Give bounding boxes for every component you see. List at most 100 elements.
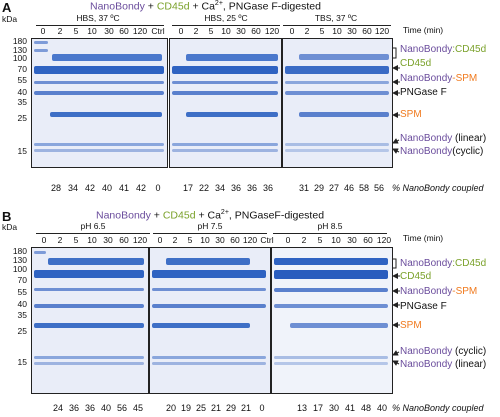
mw-marker: 35 [17, 97, 27, 107]
annotation-linear-a: NanoBondy (linear) [400, 133, 486, 144]
mw-marker: 70 [17, 275, 27, 285]
band-linear [285, 143, 389, 146]
annotation-cd45d-a: CD45d [400, 58, 432, 69]
pct-value: 40 [100, 403, 111, 413]
lane-label: Ctrl [260, 235, 274, 245]
lane-label: 60 [119, 26, 129, 36]
lane-label: 0 [178, 26, 184, 36]
pct-value: 56 [373, 183, 384, 193]
condition-b1-line [36, 233, 150, 234]
condition-b1: pH 6.5 [80, 221, 106, 231]
pct-value: 36 [262, 183, 273, 193]
band-cd45d [172, 66, 278, 74]
ann-text: NanoBondy [400, 133, 453, 144]
title-ca: + Ca [195, 209, 221, 222]
pct-value: 56 [116, 403, 127, 413]
lane-label: 10 [332, 26, 342, 36]
kda-label-a: kDa [2, 14, 18, 24]
pct-value: 41 [344, 403, 355, 413]
band-linear [172, 143, 278, 146]
condition-b2: pH 7.5 [197, 221, 223, 231]
pct-value: 0 [155, 183, 161, 193]
gel-a1 [31, 38, 168, 168]
annotation-cyclic-a: NanoBondy(cyclic) [400, 146, 483, 157]
condition-b3-line [273, 233, 387, 234]
lane-label: 2 [193, 26, 199, 36]
ann-text: (cyclic) [452, 146, 484, 157]
ann-text: NanoBondy [400, 73, 453, 84]
lane-label: 10 [331, 235, 341, 245]
annotation-complex-b: NanoBondy:CD45d [400, 258, 486, 269]
pct-value: 24 [52, 403, 63, 413]
mw-marker: 55 [17, 75, 27, 85]
band-spm-complex [152, 288, 266, 291]
band-spm-complex [172, 81, 278, 84]
arrow-linear-b [392, 360, 400, 366]
lane-label: 0 [289, 26, 295, 36]
band-cyclic [172, 149, 278, 152]
mw-marker: 35 [17, 310, 27, 320]
band-cyclic [274, 356, 388, 359]
pct-value: 29 [313, 183, 324, 193]
pct-value: 28 [50, 183, 61, 193]
pct-value: 21 [210, 403, 221, 413]
condition-a1-line [36, 25, 164, 26]
mw-marker: 180 [12, 246, 27, 256]
condition-a1: HBS, 37 ºC [76, 13, 120, 23]
pct-value: 36 [246, 183, 257, 193]
lane-label: 60 [362, 26, 372, 36]
lane-label: 0 [157, 235, 163, 245]
pct-value: 42 [135, 183, 146, 193]
band-cyclic [285, 149, 389, 152]
pct-value: 17 [312, 403, 323, 413]
panel-a-label: A [2, 0, 12, 15]
title-nanobondy: NanoBondy [90, 0, 145, 13]
pct-value: 29 [225, 403, 236, 413]
band-cyclic [34, 149, 164, 152]
time-label-b: Time (min) [402, 233, 444, 243]
title-plus: + [144, 0, 157, 13]
mw-marker: 70 [17, 64, 27, 74]
title-plus: + [150, 209, 163, 222]
band-marker [34, 41, 48, 44]
ann-text: NanoBondy [400, 359, 453, 370]
pct-value: 25 [195, 403, 206, 413]
panel-b-title: NanoBondy + CD45d + Ca2+, PNGaseF-digest… [96, 209, 324, 222]
band-cyclic [34, 356, 144, 359]
lane-label: 0 [285, 235, 291, 245]
lane-label: 2 [304, 26, 310, 36]
annotation-cd45d-b: CD45d [400, 271, 432, 282]
annotation-pngase-b: PNGase F [400, 301, 447, 312]
mw-marker: 15 [17, 146, 27, 156]
band-complex [48, 258, 144, 265]
lane-label: 30 [347, 235, 357, 245]
lane-label: 120 [376, 235, 392, 245]
pct-value: 36 [68, 403, 79, 413]
band-spm-complex [285, 81, 389, 84]
ann-text: (cyclic) [452, 346, 487, 357]
band-spm-complex [34, 81, 164, 84]
condition-b2-line [153, 233, 267, 234]
pct-value: 17 [182, 183, 193, 193]
band-linear [34, 362, 144, 365]
lane-label: 5 [187, 235, 193, 245]
band-cd45d [152, 270, 266, 278]
band-pngase [34, 304, 144, 308]
arrow-cyclic-b [392, 350, 400, 356]
title-ca-charge: 2+ [220, 209, 229, 216]
band-pngase [152, 304, 266, 308]
band-spm [299, 112, 389, 117]
lane-label: 0 [41, 235, 47, 245]
annotation-spm-complex-a: NanoBondy-SPM [400, 73, 477, 84]
bracket-complex-a [392, 47, 397, 59]
pct-value: 36 [84, 403, 95, 413]
band-spm [152, 323, 250, 328]
ann-text: -SPM [452, 73, 478, 84]
condition-a2: HBS, 25 ºC [204, 13, 248, 23]
lane-label: 2 [57, 26, 63, 36]
lane-label: 5 [73, 235, 79, 245]
band-spm [186, 112, 278, 117]
pct-label-b: % NanoBondy coupled [392, 403, 484, 413]
band-pngase [172, 91, 278, 95]
pct-value: 30 [328, 403, 339, 413]
